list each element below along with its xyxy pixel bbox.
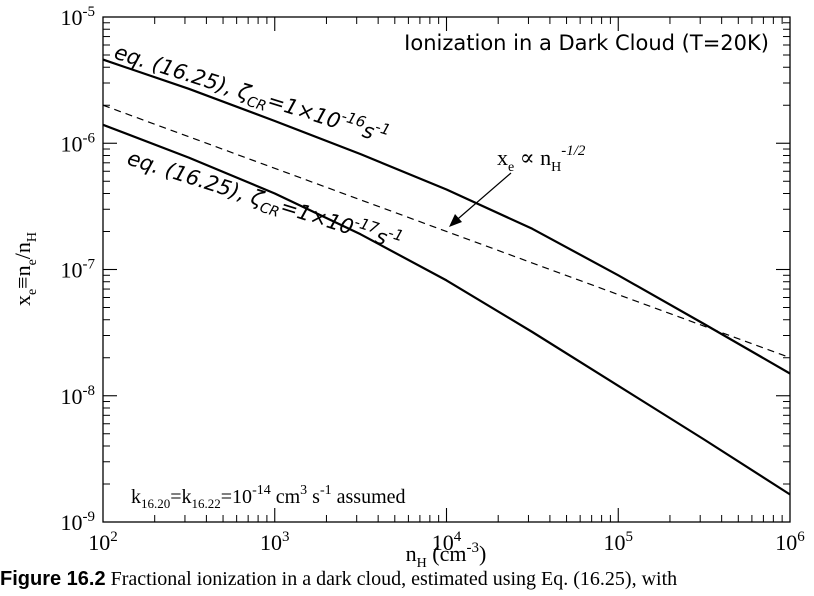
dashed-line-label: xe ∝ nH-1/2 bbox=[497, 143, 586, 175]
y-tick-label: 10-8​ bbox=[61, 383, 96, 409]
annotations: Ionization in a Dark Cloud (T=20K) eq. (1… bbox=[110, 31, 769, 511]
figure-caption: Figure 16.2 Fractional ionization in a d… bbox=[0, 568, 814, 596]
series-line-2 bbox=[103, 104, 790, 359]
x-tick-label: 106​ bbox=[775, 529, 805, 555]
caption-text: Fractional ionization in a dark cloud, e… bbox=[105, 568, 678, 590]
upper-curve-label: eq. (16.25), ζCR=1×10-16s-1 bbox=[110, 36, 392, 153]
y-tick-label: 10-7​ bbox=[61, 257, 96, 283]
series-group bbox=[103, 58, 790, 496]
plot-frame bbox=[102, 16, 791, 523]
x-tick-label: 104​ bbox=[432, 529, 462, 555]
y-axis-label: xe≡ne/nH bbox=[10, 232, 40, 306]
annotation-arrowhead bbox=[449, 214, 462, 227]
y-tick-label: 10-9​ bbox=[61, 509, 96, 535]
assumption-label: k16.20=k16.22=10-14 cm3 s-1 assumed bbox=[131, 483, 406, 511]
x-tick-label: 105​ bbox=[604, 529, 634, 555]
series-line-3 bbox=[103, 123, 790, 496]
axes bbox=[102, 16, 791, 523]
annotation-arrow bbox=[451, 172, 512, 225]
figure-label: Figure 16.2 bbox=[0, 568, 106, 590]
chart-title: Ionization in a Dark Cloud (T=20K) bbox=[404, 31, 769, 55]
x-tick-label: 102​ bbox=[88, 529, 118, 555]
series-line-1 bbox=[103, 58, 790, 375]
x-axis-label: nH (cm-3) bbox=[406, 540, 487, 571]
x-tick-label: 103​ bbox=[260, 529, 290, 555]
tick-labels: 102​ 103​ 104​ 105​ 106​ 10-9​ 10-8​ 10-7​ 10-6​… bbox=[10, 4, 805, 571]
y-tick-label: 10-5​ bbox=[61, 4, 96, 30]
y-tick-label: 10-6​ bbox=[61, 130, 96, 156]
